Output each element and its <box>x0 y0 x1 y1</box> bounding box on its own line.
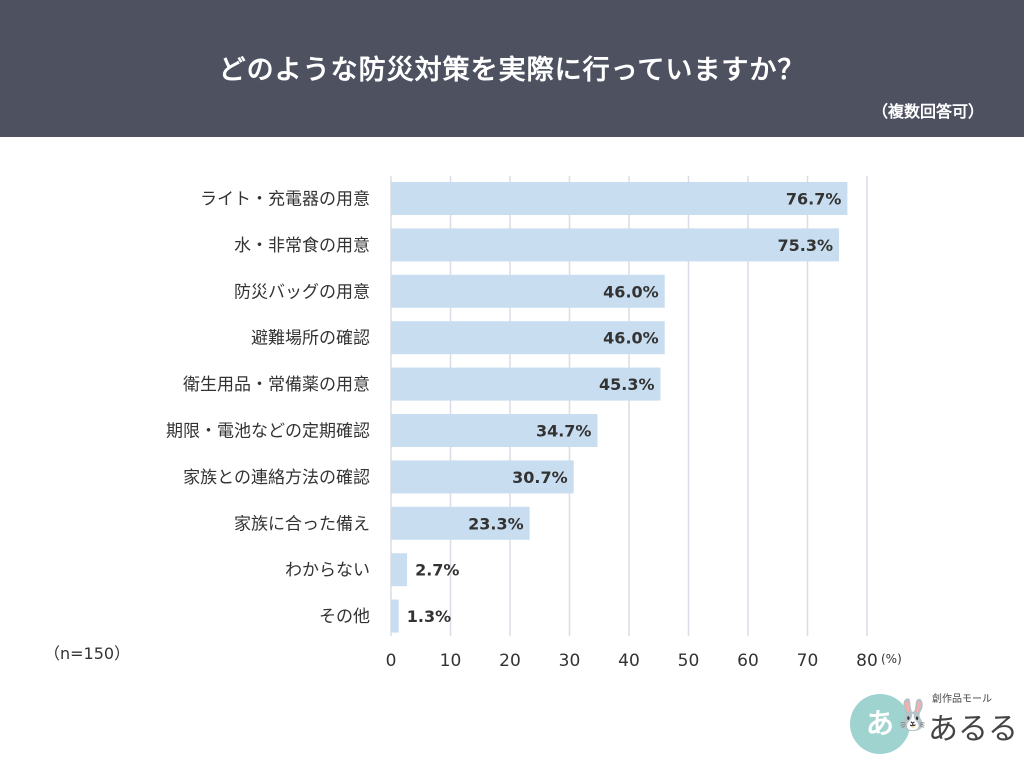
value-label: 45.3% <box>599 375 655 394</box>
bar <box>391 228 840 262</box>
category-label: 家族に合った備え <box>234 514 370 534</box>
category-label: 衛生用品・常備薬の用意 <box>183 375 370 395</box>
category-label: 期限・電池などの定期確認 <box>166 422 370 442</box>
logo-main-text: あるる <box>928 712 1018 747</box>
category-label: 防災バッグの用意 <box>234 282 370 302</box>
x-tick-label: 80 <box>856 651 878 671</box>
bar <box>391 274 665 308</box>
header-band: どのような防災対策を実際に行っていますか？ （複数回答可） <box>0 0 1024 137</box>
brand-logo: あ 🐰 創作品モール あるる <box>850 690 1018 760</box>
category-label: 水・非常食の用意 <box>234 236 370 256</box>
x-tick-label: 30 <box>559 651 581 671</box>
category-label: わからない <box>285 561 370 581</box>
value-label: 23.3% <box>468 514 524 533</box>
value-label: 34.7% <box>536 422 592 441</box>
chart-subtitle: （複数回答可） <box>871 102 984 121</box>
x-unit-label: (%) <box>881 652 902 666</box>
category-label: 避難場所の確認 <box>251 329 370 349</box>
value-label: 2.7% <box>415 561 459 580</box>
x-tick-label: 50 <box>678 651 700 671</box>
chart-title: どのような防災対策を実際に行っていますか？ <box>218 55 806 86</box>
bar <box>391 182 848 215</box>
logo-small-text: 創作品モール <box>932 694 992 705</box>
value-label: 75.3% <box>778 236 834 255</box>
value-label: 76.7% <box>786 190 842 209</box>
x-tick-label: 60 <box>737 651 759 671</box>
bar <box>391 506 530 540</box>
bar <box>391 460 574 494</box>
value-label: 46.0% <box>603 329 659 348</box>
logo-circle: あ <box>850 694 910 754</box>
x-tick-label: 0 <box>386 651 397 671</box>
value-label: 30.7% <box>512 468 568 487</box>
value-label: 1.3% <box>407 607 451 626</box>
value-label: 46.0% <box>603 282 659 301</box>
bar <box>391 367 661 401</box>
bar <box>391 599 399 633</box>
x-tick-label: 70 <box>797 651 819 671</box>
bar <box>391 321 665 355</box>
bar <box>391 414 598 447</box>
category-label: その他 <box>319 607 370 627</box>
x-tick-label: 20 <box>499 651 521 671</box>
category-label: ライト・充電器の用意 <box>200 190 370 210</box>
rabbit-icon: 🐰 <box>894 698 932 733</box>
category-label: 家族との連絡方法の確認 <box>183 468 370 488</box>
bar <box>391 553 408 587</box>
sample-size-note: （n=150） <box>44 644 131 663</box>
x-tick-label: 10 <box>440 651 462 671</box>
x-tick-label: 40 <box>618 651 640 671</box>
